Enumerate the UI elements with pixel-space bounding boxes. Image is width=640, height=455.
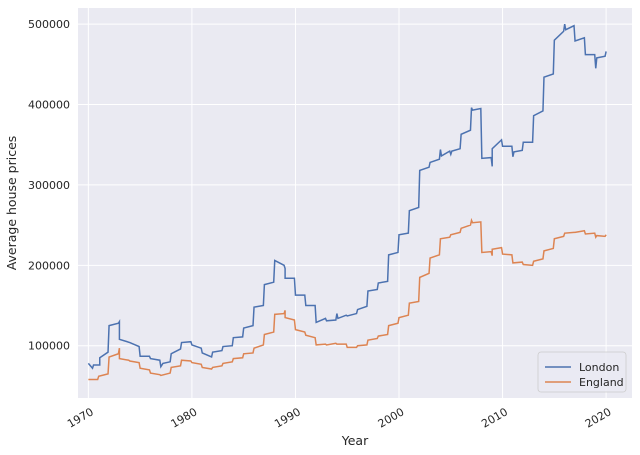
legend-label-london: London [579,361,619,374]
series-layer [87,23,607,381]
y-tick-label: 300000 [28,179,70,192]
y-tick-label: 100000 [28,340,70,353]
y-tick-label: 500000 [28,18,70,31]
x-axis-title: Year [341,433,369,448]
legend-label-england: England [579,376,624,389]
series-line-london [87,23,607,370]
grid [78,8,632,398]
y-axis-ticks: 100000 200000 300000 400000 500000 [28,18,70,353]
y-axis-title: Average house prices [4,136,19,271]
series-line-england [88,217,607,381]
legend: London England [537,351,627,393]
y-tick-label: 200000 [28,259,70,272]
plot-area [78,8,632,398]
y-tick-label: 400000 [28,98,70,111]
